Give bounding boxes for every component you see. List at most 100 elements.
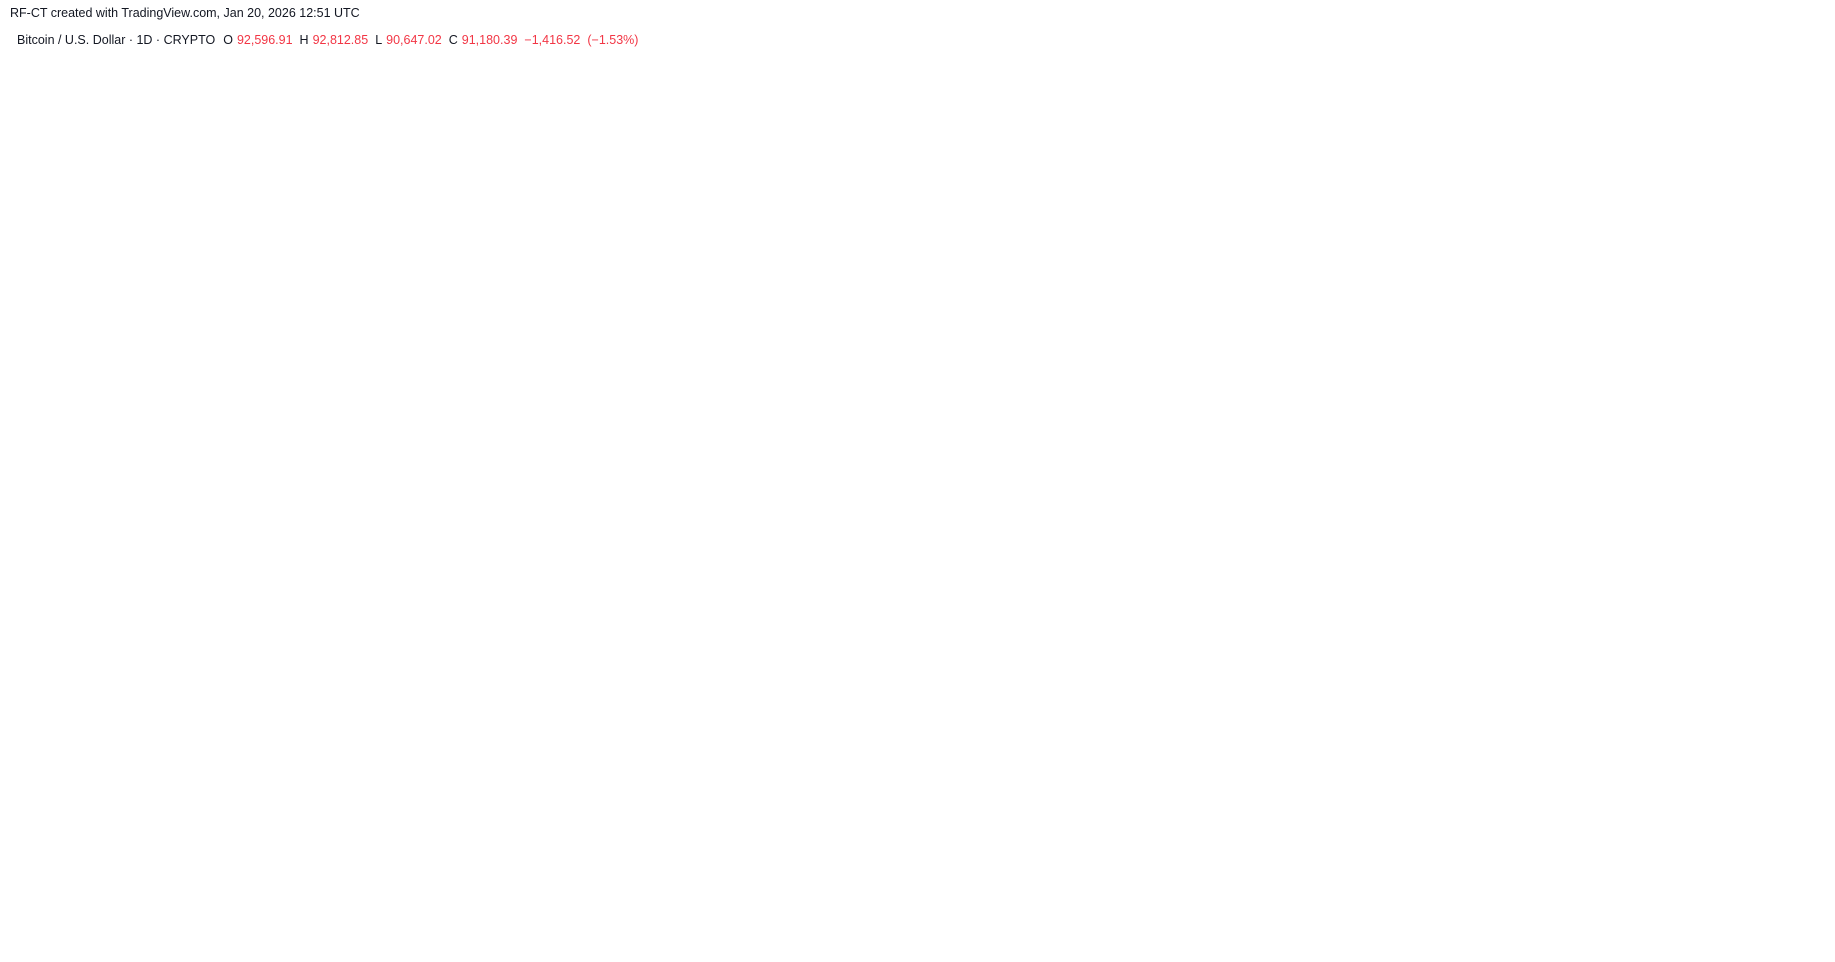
candle-body — [755, 275, 759, 291]
candle-body — [658, 254, 662, 307]
candle-body — [972, 174, 976, 176]
candle-body — [727, 302, 732, 308]
candle-body — [1544, 525, 1548, 534]
candle-body — [737, 288, 741, 293]
candle-body — [1244, 198, 1248, 223]
candle-body — [335, 567, 340, 570]
candle-body — [1032, 228, 1036, 276]
candle-body — [243, 562, 247, 613]
y-tick-label: 96,000.00 — [1762, 408, 1818, 422]
candle-body — [1018, 237, 1022, 257]
credit-line: RF-CT created with TradingView.com, Jan … — [10, 6, 360, 20]
candle-body — [921, 201, 925, 212]
candle-body — [1442, 477, 1446, 512]
candle-body — [561, 298, 566, 308]
candle-body — [1170, 234, 1174, 263]
candle-body — [391, 535, 395, 557]
candle-body — [40, 316, 44, 341]
candle-body — [1599, 481, 1603, 501]
candle-body — [607, 282, 612, 308]
candle-body — [1438, 503, 1442, 512]
candle-body — [690, 293, 695, 308]
candle-body — [580, 238, 584, 289]
logo-mark — [12, 925, 25, 930]
candle-body — [538, 323, 542, 331]
candle-body — [1082, 234, 1087, 241]
candle-body — [492, 416, 496, 435]
candle-body — [1147, 227, 1151, 236]
candle-body — [432, 510, 436, 537]
candle-body — [603, 270, 607, 283]
candle-body — [303, 513, 307, 527]
candle-body — [995, 209, 999, 230]
y-tick-label: 88,000.00 — [1762, 498, 1818, 512]
ohlc-value: 90,647.02 — [386, 33, 442, 47]
candle-body — [501, 406, 506, 429]
candle-body — [17, 301, 21, 348]
candle-body — [1387, 373, 1391, 433]
candle-body — [783, 266, 787, 278]
candle-body — [1239, 198, 1243, 200]
candle-body — [1608, 497, 1612, 511]
candle-body — [1594, 481, 1599, 507]
candle-body — [151, 408, 155, 421]
candle-body — [308, 510, 312, 514]
candle-body — [1258, 278, 1262, 299]
x-tick-label: Jun — [613, 879, 633, 893]
candle-body — [511, 334, 515, 404]
candle-body — [1336, 251, 1340, 298]
candle-body — [1553, 501, 1557, 505]
candle-body — [773, 262, 778, 281]
candle-body — [1087, 213, 1091, 241]
candle-body — [1267, 273, 1271, 290]
candle-body — [229, 519, 233, 526]
candle-body — [1488, 489, 1492, 491]
candle-body — [179, 465, 183, 498]
candle-body — [1184, 161, 1188, 213]
ohlc-value: 91,180.39 — [461, 33, 518, 47]
candle-body — [1355, 332, 1359, 356]
candle-body — [1585, 507, 1589, 512]
candle-body — [423, 537, 427, 545]
candle-body — [1668, 404, 1672, 422]
candle-body — [1493, 478, 1497, 491]
candle-body — [257, 550, 261, 584]
candle-body — [1677, 419, 1682, 421]
candle-body — [792, 270, 796, 278]
candle-body — [852, 174, 856, 176]
candle-body — [1507, 452, 1511, 461]
candle-body — [704, 315, 708, 319]
candle-body — [1022, 237, 1027, 244]
y-tick-label: 56,000.00 — [1762, 858, 1818, 872]
candle-body — [893, 168, 898, 170]
candle-body — [441, 441, 446, 445]
x-tick-label: Dec — [1456, 879, 1478, 893]
candle-body — [1571, 509, 1575, 512]
candle-body — [100, 409, 104, 411]
candle-body — [1521, 479, 1525, 481]
candle-body — [105, 409, 109, 415]
candle-body — [630, 303, 635, 310]
candle-body — [1009, 197, 1013, 241]
ohlc-key: H — [299, 33, 309, 47]
candle-body — [1161, 261, 1165, 269]
candle-body — [667, 254, 672, 274]
candle-body — [1539, 506, 1543, 526]
legend: Bitcoin / U.S. Dollar · 1D · CRYPTO O 92,… — [17, 33, 641, 47]
candle-body — [372, 604, 376, 637]
candle-body — [1511, 454, 1516, 461]
candle-body — [1115, 181, 1119, 197]
candle-body — [750, 275, 755, 289]
candle-body — [1299, 207, 1303, 240]
candle-body — [529, 318, 533, 339]
candle-body — [935, 173, 939, 184]
candle-body — [594, 264, 598, 269]
candle-body — [824, 147, 828, 172]
candle-body — [963, 108, 967, 165]
candle-body — [1004, 180, 1008, 197]
candle-body — [146, 417, 150, 421]
candle-body — [543, 328, 547, 331]
candle-body — [1465, 478, 1469, 525]
candle-body — [1212, 91, 1216, 130]
x-tick-label: 2026 — [1596, 879, 1624, 893]
